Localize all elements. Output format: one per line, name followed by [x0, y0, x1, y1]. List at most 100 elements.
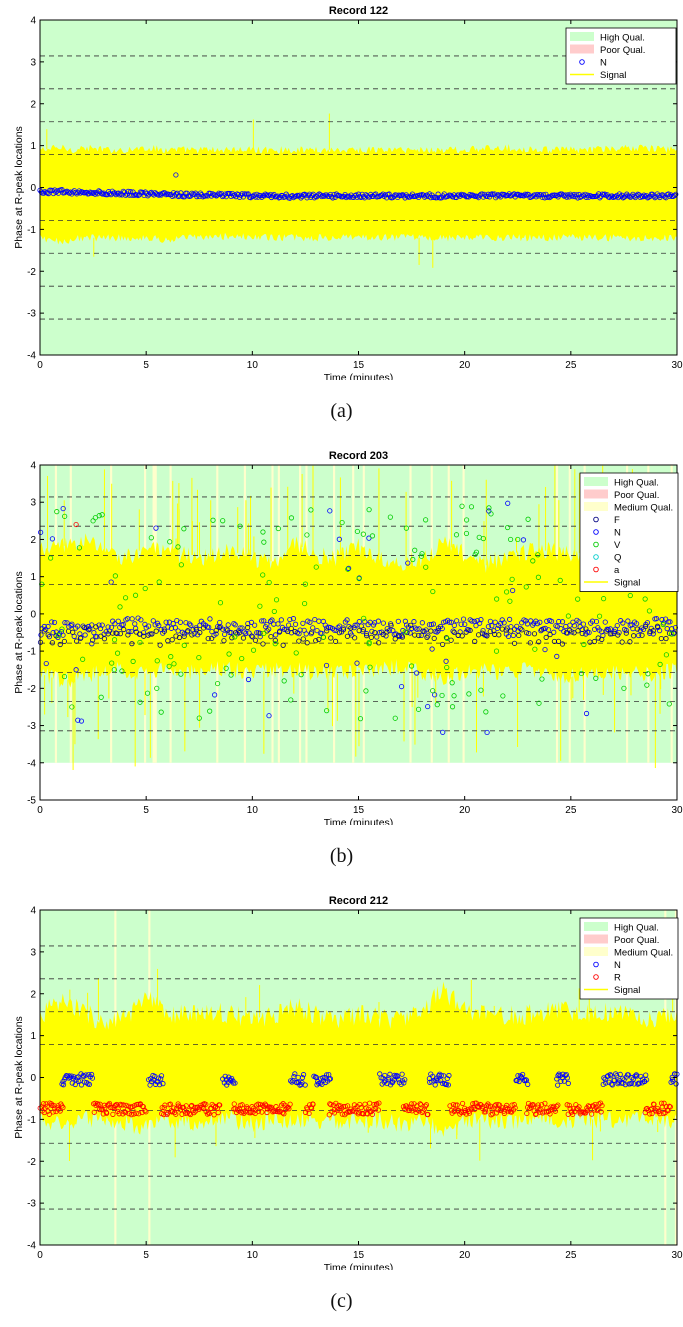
beat-point-N [354, 660, 360, 666]
legend-label: High Qual. [614, 923, 659, 934]
beat-point-R [591, 1107, 597, 1113]
beat-point-R [131, 1111, 137, 1117]
beat-point-V [663, 652, 669, 658]
beat-point-N [611, 1077, 618, 1083]
beat-point-N [411, 619, 417, 625]
beat-point-N [246, 630, 252, 636]
beat-point-R [417, 1101, 423, 1107]
beat-point-N [264, 621, 270, 628]
beat-point-N [456, 192, 462, 198]
y-axis-label: Phase at R-peak locations [13, 571, 25, 694]
beat-point-N [580, 621, 587, 627]
beat-point-F [161, 628, 168, 634]
beat-point-N [393, 631, 399, 637]
beat-point-N [615, 194, 621, 201]
beat-point-V [367, 664, 373, 670]
beat-point-R [342, 1112, 348, 1118]
beat-point-F [603, 628, 609, 634]
y-tick-label: -2 [27, 684, 36, 695]
beat-point-N [402, 618, 408, 624]
beat-point-N [542, 195, 548, 201]
beat-point-N [382, 192, 389, 198]
beat-point-V [119, 668, 125, 674]
beat-point-N [667, 193, 673, 199]
beat-point-N [554, 1076, 560, 1082]
beat-point-R [466, 1110, 472, 1116]
beat-point-V [486, 505, 492, 511]
beat-point-R [200, 1105, 207, 1112]
beat-point-N [614, 622, 620, 629]
beat-point-F [503, 627, 509, 633]
beat-point-V [366, 639, 372, 646]
beat-point-V [423, 517, 429, 523]
legend-label: Poor Qual. [614, 935, 659, 946]
beat-point-N [439, 625, 445, 632]
beat-point-F [98, 633, 104, 639]
beat-point-N [608, 1081, 615, 1087]
beat-point-N [394, 1072, 400, 1079]
beat-point-N [556, 618, 562, 625]
beat-point-R [533, 1111, 539, 1117]
y-tick-label: -3 [27, 1199, 36, 1210]
beat-point-R [566, 1102, 572, 1108]
beat-point-F [654, 623, 661, 629]
beat-point-N [672, 625, 678, 631]
beat-point-N [73, 667, 79, 673]
beat-point-V [356, 575, 362, 582]
beat-point-R [186, 1111, 192, 1117]
beat-point-N [140, 630, 147, 636]
beat-point-N [170, 190, 177, 196]
beat-point-F [41, 628, 47, 634]
beat-point-R [206, 1110, 212, 1117]
beat-point-N [108, 624, 115, 630]
beat-point-F [336, 630, 342, 636]
beat-point-N [489, 623, 495, 629]
legend-label: High Qual. [600, 33, 645, 44]
beat-point-N [207, 616, 213, 622]
beat-point-R [447, 1103, 453, 1109]
beat-point-F [440, 641, 446, 648]
beat-point-N [89, 622, 95, 628]
beat-point-N [399, 191, 406, 198]
beat-point-F [388, 622, 394, 629]
beat-point-N [232, 1080, 238, 1086]
beat-point-V [459, 503, 465, 509]
beat-point-V [453, 532, 460, 538]
x-tick-label: 30 [671, 360, 683, 371]
beat-point-R [511, 1102, 517, 1108]
beat-point-N [267, 618, 274, 624]
beat-point-V [275, 525, 281, 532]
beat-point-N [440, 729, 446, 735]
beat-point-R [423, 1102, 430, 1108]
beat-point-V [430, 588, 436, 595]
beat-point-F [428, 628, 434, 634]
beat-point-N [517, 625, 523, 632]
beat-point-N [183, 620, 189, 626]
beat-point-N [423, 627, 429, 633]
beat-point-N [613, 194, 619, 200]
beat-point-N [429, 646, 435, 652]
beat-point-V [444, 635, 450, 642]
beat-point-V [271, 608, 277, 615]
beat-point-R [262, 1101, 268, 1107]
x-tick-label: 0 [37, 1250, 43, 1261]
beat-point-R [100, 1111, 106, 1117]
beat-point-N [390, 1079, 396, 1085]
beat-point-V [196, 715, 202, 721]
beat-point-V [223, 665, 229, 671]
beat-point-F [185, 628, 191, 634]
legend-marker [593, 516, 599, 523]
beat-point-N [396, 1077, 402, 1083]
legend-label: Poor Qual. [600, 45, 645, 56]
beat-point-R [44, 1103, 50, 1110]
chart-title: Record 212 [329, 895, 388, 907]
beat-point-V [419, 551, 425, 557]
beat-point-N [620, 620, 626, 626]
beat-point-N [223, 194, 229, 200]
beat-point-N [299, 1075, 306, 1081]
beat-point-N [86, 191, 92, 197]
beat-point-N [603, 1080, 609, 1086]
beat-point-F [209, 635, 215, 642]
beat-point-F [169, 637, 175, 643]
